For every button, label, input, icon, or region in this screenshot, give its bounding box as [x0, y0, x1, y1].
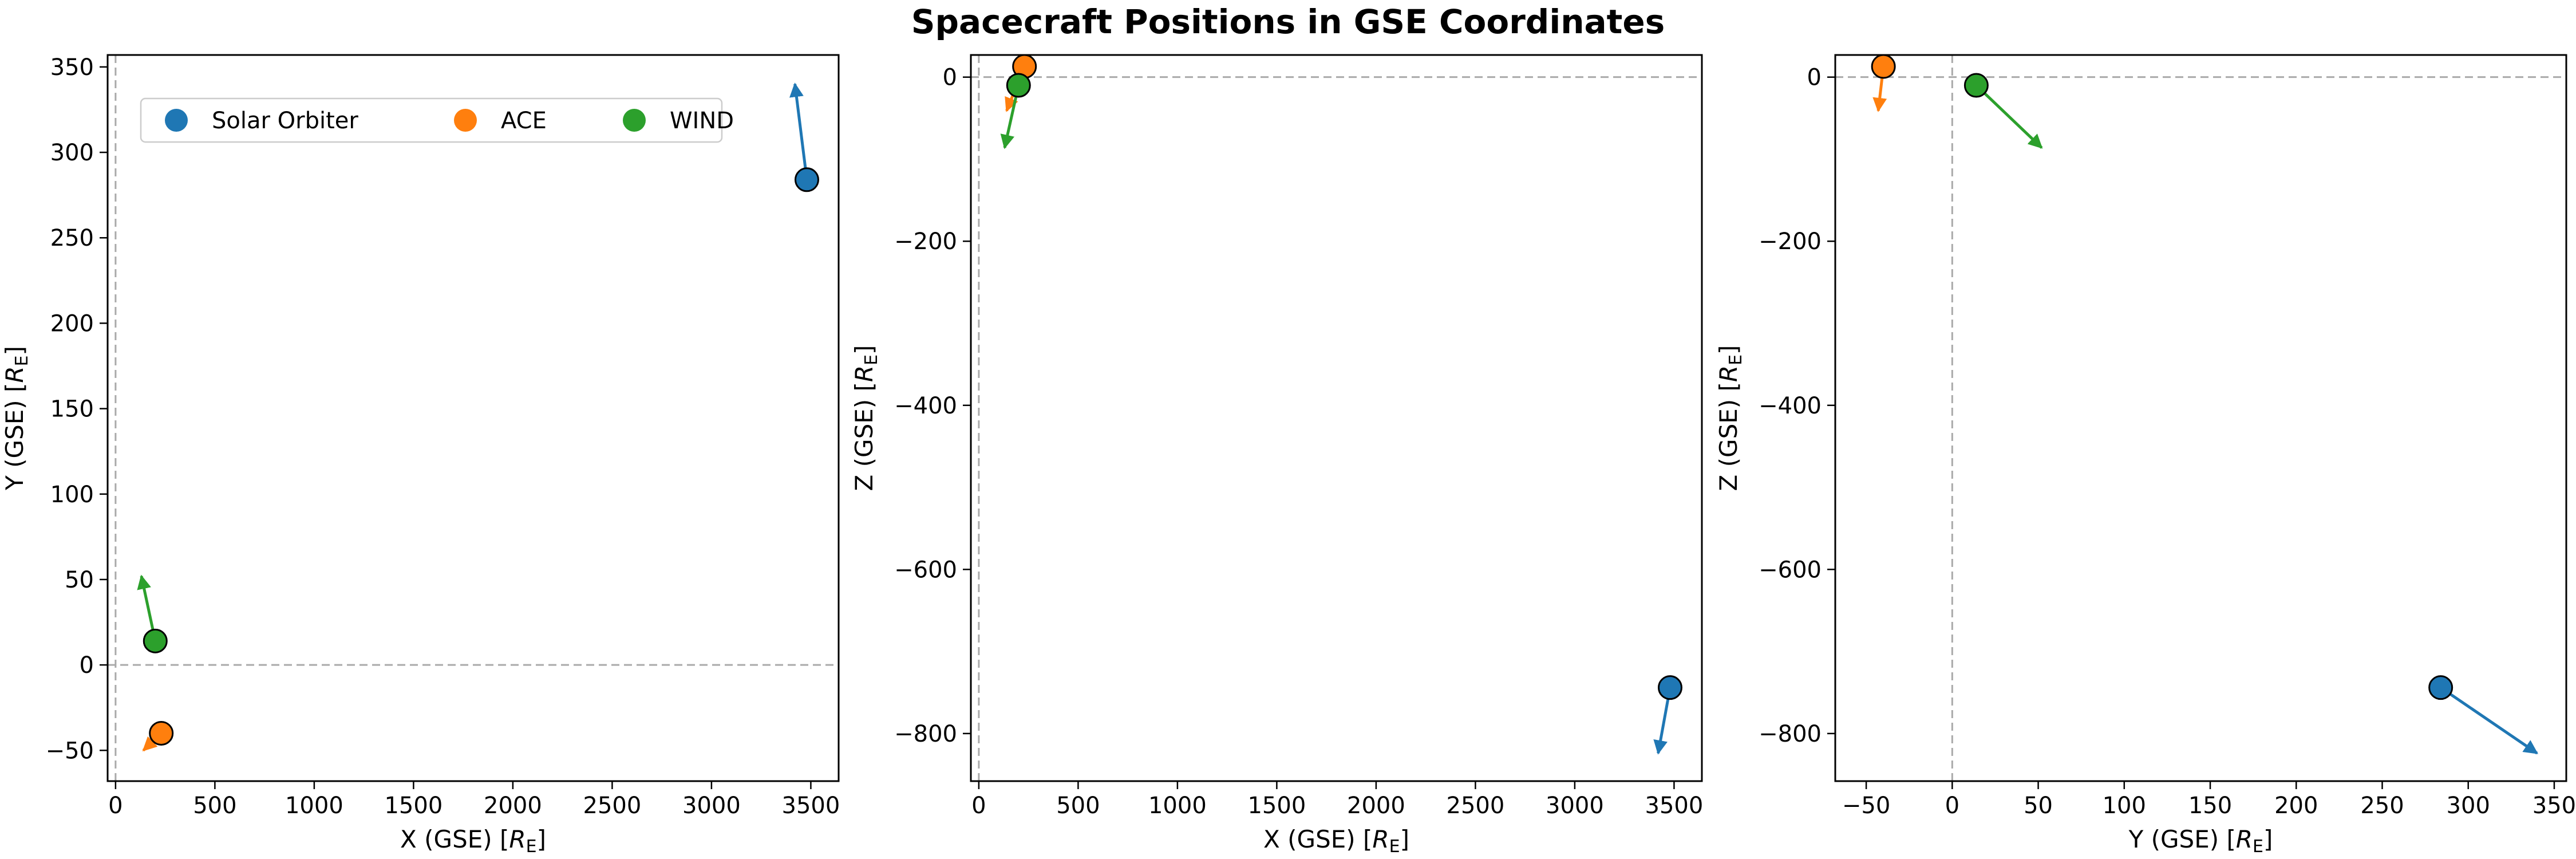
x-tick-label: 2000	[1347, 793, 1405, 819]
y-tick-label: −600	[1759, 557, 1822, 583]
plot-frame	[1834, 54, 2567, 782]
y-tick-label: −400	[1759, 393, 1822, 419]
x-tick-label: −50	[1842, 793, 1890, 819]
x-tick-label: 3000	[1546, 793, 1604, 819]
y-tick-label: 200	[50, 310, 94, 337]
y-tick-label: 0	[943, 65, 957, 91]
solar-orbiter-position-marker	[1657, 675, 1682, 700]
x-tick-label: 1500	[1247, 793, 1306, 819]
x-tick-label: 150	[2188, 793, 2232, 819]
y-tick-label: 350	[50, 54, 94, 81]
panel-1: 0 500 1000 1500 2000 2500 3000 3500 −50 0 50 100 150…	[1, 54, 840, 857]
plot-frame	[106, 54, 840, 782]
y-tick-label: 300	[50, 140, 94, 166]
x-tick-label: 2500	[1447, 793, 1505, 819]
y-tick-label: −200	[1759, 228, 1822, 255]
y-tick-label: −800	[894, 721, 957, 747]
panel-3: −50 0 50 100 150 200 250 300 350 0 −200 −400 −600 −80…	[1714, 54, 2576, 857]
legend-marker-ace	[454, 109, 477, 132]
y-tick-label: 50	[65, 567, 94, 593]
x-axis-label: X (GSE) [RE]	[400, 825, 546, 857]
wind-position-marker	[1006, 73, 1031, 98]
y-tick-label: −800	[1759, 721, 1822, 747]
wind-velocity-arrow	[1975, 84, 2043, 149]
legend-marker-solar-orbiter	[165, 109, 188, 132]
y-tick-label: 100	[50, 482, 94, 508]
x-axis-label: X (GSE) [RE]	[1263, 825, 1409, 857]
y-axis-label: Z (GSE) [RE]	[1714, 345, 1746, 491]
solar-orbiter-position-marker	[2428, 675, 2453, 700]
x-tick-label: 1500	[384, 793, 442, 819]
x-tick-label: 3500	[1645, 793, 1704, 819]
x-tick-label: 0	[1945, 793, 1959, 819]
x-tick-label: 1000	[1148, 793, 1207, 819]
y-tick-label: −50	[46, 738, 94, 764]
legend-label-solar-orbiter: Solar Orbiter	[212, 108, 358, 134]
solar-orbiter-position-marker	[794, 167, 819, 192]
y-axis-label: Y (GSE) [RE]	[1, 346, 32, 491]
legend: Solar Orbiter ACE WIND	[140, 97, 734, 143]
solar-orbiter-velocity-arrow	[789, 82, 808, 180]
wind-position-marker	[1963, 73, 1989, 98]
panel-2: 0 500 1000 1500 2000 2500 3000 3500 0 −200 −400 −60…	[850, 54, 1704, 857]
wind-position-marker	[143, 628, 168, 653]
figure-title: Spacecraft Positions in GSE Coordinates	[911, 2, 1665, 41]
legend-label-ace: ACE	[501, 108, 547, 134]
x-tick-label: 2500	[583, 793, 642, 819]
plot-frame	[970, 54, 1703, 782]
y-tick-label: 150	[50, 396, 94, 423]
x-tick-label: 500	[193, 793, 236, 819]
x-tick-label: 350	[2532, 793, 2576, 819]
legend-label-wind: WIND	[670, 108, 734, 134]
y-tick-label: 0	[80, 652, 94, 679]
x-tick-label: 1000	[285, 793, 343, 819]
ace-position-marker	[149, 720, 174, 746]
legend-box	[140, 97, 723, 143]
x-tick-label: 2000	[484, 793, 542, 819]
x-tick-label: 0	[971, 793, 986, 819]
solar-orbiter-velocity-arrow	[2440, 686, 2538, 755]
x-tick-label: 3000	[682, 793, 741, 819]
y-axis-label: Z (GSE) [RE]	[850, 345, 882, 491]
x-axis-label: Y (GSE) [RE]	[2128, 825, 2273, 857]
y-tick-label: −400	[894, 393, 957, 419]
x-tick-label: 500	[1056, 793, 1100, 819]
x-tick-label: 0	[108, 793, 123, 819]
x-tick-label: 50	[2024, 793, 2053, 819]
x-tick-label: 100	[2103, 793, 2146, 819]
y-tick-label: 250	[50, 225, 94, 251]
x-tick-label: 250	[2360, 793, 2404, 819]
y-tick-label: −600	[894, 557, 957, 583]
legend-marker-wind	[623, 109, 646, 132]
x-tick-label: 300	[2447, 793, 2490, 819]
x-tick-label: 200	[2274, 793, 2318, 819]
y-tick-label: −200	[894, 228, 957, 255]
ace-position-marker	[1871, 54, 1896, 79]
y-tick-label: 0	[1807, 65, 1822, 91]
x-tick-label: 3500	[782, 793, 840, 819]
